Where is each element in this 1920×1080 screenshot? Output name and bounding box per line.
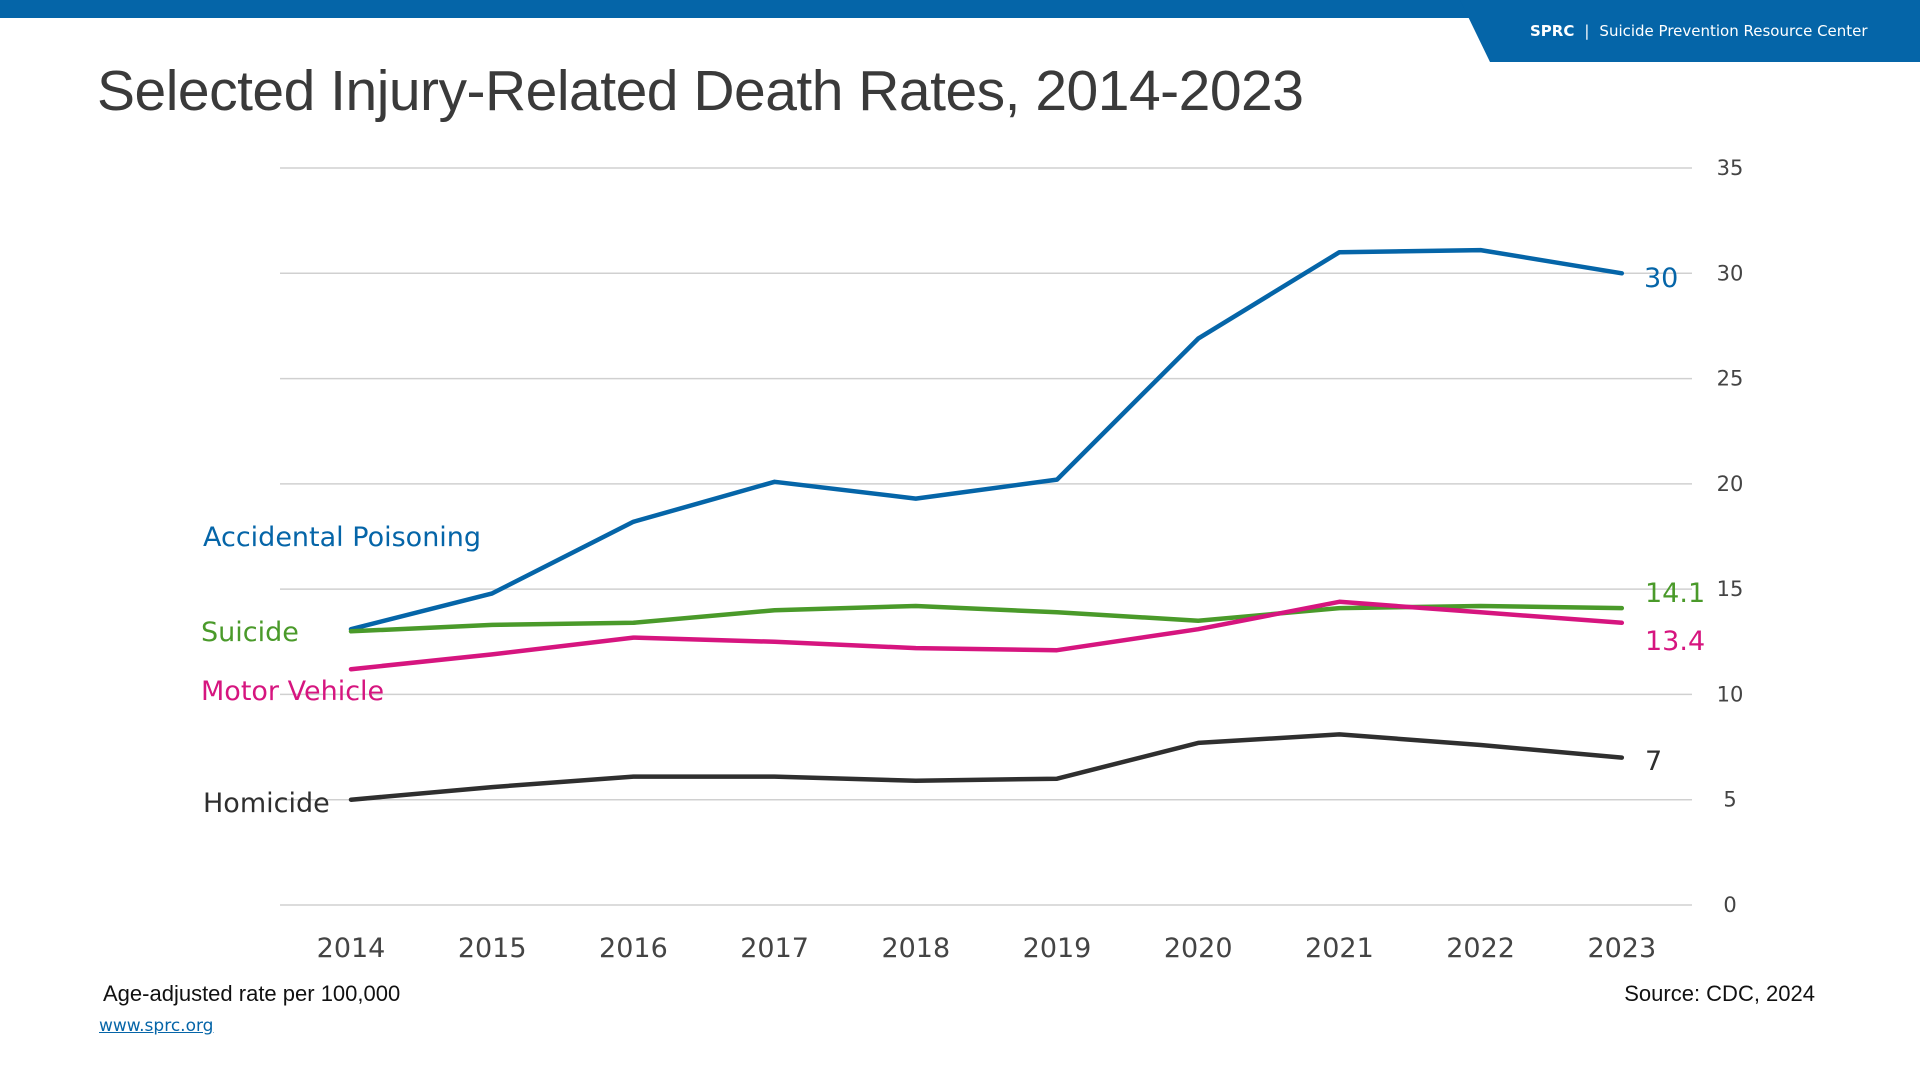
- series-lines: [348, 247, 1625, 802]
- series-line: [348, 247, 1625, 632]
- x-axis-ticks: 2014 2015 2016 2017 2018 2019 2020 2021 2022 2023: [317, 933, 1657, 964]
- brand-tab: SPRC | Suicide Prevention Resource Cente…: [1460, 0, 1920, 62]
- y-tick-label: 30: [1717, 261, 1744, 285]
- series-name-label: Accidental Poisoning: [203, 522, 481, 553]
- y-tick-label: 25: [1717, 367, 1744, 391]
- brand-separator: |: [1584, 22, 1590, 40]
- series-line: [348, 732, 1625, 802]
- x-tick-label: 2017: [740, 933, 809, 964]
- y-tick-label: 35: [1717, 156, 1744, 180]
- chart-title: Selected Injury-Related Death Rates, 201…: [97, 59, 1304, 123]
- series-end-value-label: 30: [1644, 263, 1678, 294]
- axis-note: Age-adjusted rate per 100,000: [103, 981, 401, 1006]
- x-tick-label: 2020: [1164, 933, 1233, 964]
- gridlines: [280, 167, 1692, 906]
- x-tick-label: 2022: [1446, 933, 1515, 964]
- series-name-label: Homicide: [203, 788, 330, 819]
- series-end-value-label: 13.4: [1645, 626, 1705, 657]
- series-labels: Accidental Poisoning 30 Suicide 14.1 Motor V…: [201, 263, 1705, 819]
- series-end-value-label: 14.1: [1645, 578, 1705, 609]
- x-tick-label: 2021: [1305, 933, 1374, 964]
- x-tick-label: 2019: [1023, 933, 1092, 964]
- top-banner: [0, 0, 1920, 18]
- website-link[interactable]: www.sprc.org: [99, 1016, 214, 1036]
- y-tick-label: 10: [1717, 682, 1744, 706]
- series-name-label: Motor Vehicle: [201, 676, 384, 707]
- series-end-value-label: 7: [1645, 746, 1662, 777]
- y-tick-label: 20: [1717, 472, 1744, 496]
- x-tick-label: 2014: [317, 933, 386, 964]
- series-line: [348, 599, 1625, 672]
- x-tick-label: 2016: [599, 933, 668, 964]
- brand-name: Suicide Prevention Resource Center: [1599, 22, 1868, 40]
- source-citation: Source: CDC, 2024: [1624, 981, 1815, 1006]
- x-tick-label: 2018: [881, 933, 950, 964]
- brand-abbreviation: SPRC: [1530, 22, 1575, 40]
- y-tick-label: 5: [1723, 788, 1736, 812]
- y-tick-label: 0: [1723, 893, 1736, 917]
- y-axis-ticks: 0 5 10 15 20 25 30 35: [1717, 156, 1744, 917]
- x-tick-label: 2015: [458, 933, 527, 964]
- y-tick-label: 15: [1717, 577, 1744, 601]
- x-tick-label: 2023: [1587, 933, 1656, 964]
- series-name-label: Suicide: [201, 617, 299, 648]
